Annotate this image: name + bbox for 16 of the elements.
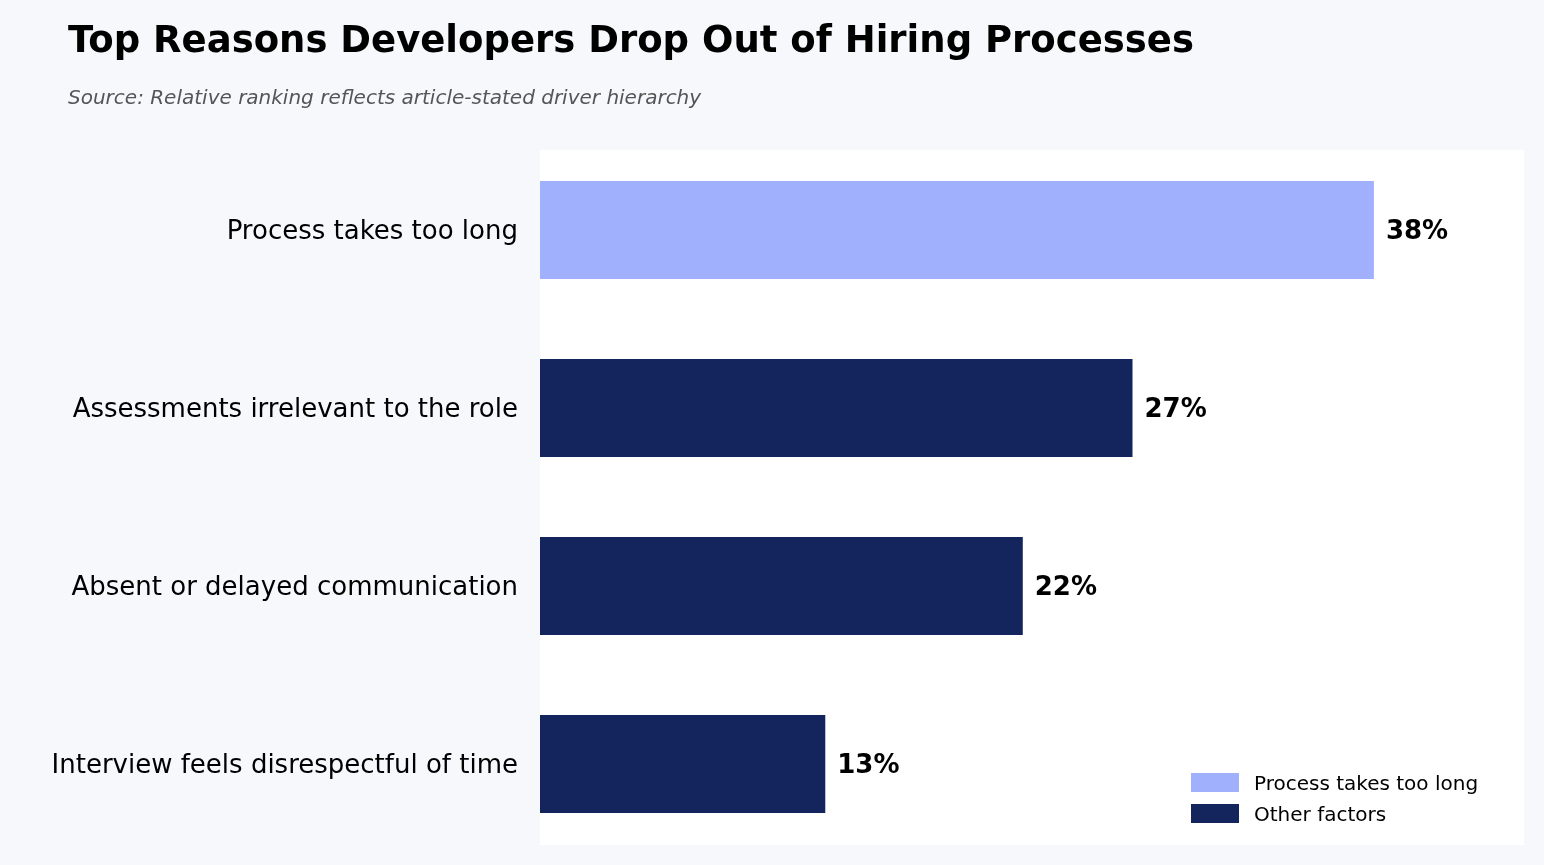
data-label: 38%	[1385, 215, 1449, 246]
data-label: 13%	[837, 749, 900, 780]
data-label: 27%	[1144, 393, 1207, 424]
y-tick-label: Interview feels disrespectful of time	[51, 749, 518, 780]
chart-title: Top Reasons Developers Drop Out of Hiring Processes	[68, 18, 1194, 61]
legend-label: Process takes too long	[1254, 771, 1479, 795]
chart-subtitle: Source: Relative ranking reflects article-stated driver hierarchy	[68, 85, 703, 109]
bar	[540, 181, 1374, 279]
y-tick-label: Assessments irrelevant to the role	[72, 393, 518, 424]
bar	[540, 715, 826, 813]
data-label: 22%	[1034, 571, 1098, 602]
bar	[540, 359, 1133, 457]
y-tick-label: Process takes too long	[226, 215, 518, 246]
bar	[540, 537, 1023, 635]
y-tick-label: Absent or delayed communication	[71, 571, 518, 602]
legend-label: Other factors	[1254, 802, 1387, 826]
